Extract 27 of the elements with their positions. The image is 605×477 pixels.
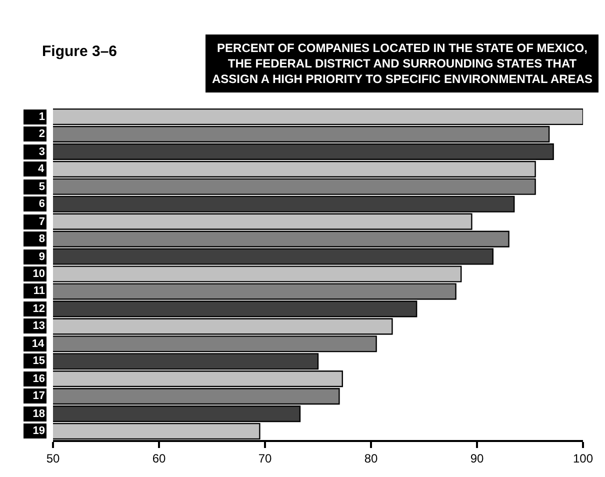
x-tick-label: 50 bbox=[46, 451, 60, 466]
y-tick-label: 2 bbox=[38, 128, 45, 140]
y-tick-label: 14 bbox=[32, 338, 45, 350]
y-tick-label: 1 bbox=[38, 111, 45, 123]
x-tick-label: 90 bbox=[470, 451, 484, 466]
x-tick-label: 70 bbox=[258, 451, 272, 466]
y-tick-label: 17 bbox=[32, 390, 45, 402]
caption: Figure 3–6 bbox=[42, 43, 118, 60]
y-tick-label: 12 bbox=[32, 303, 45, 315]
x-tick-label: 100 bbox=[572, 451, 594, 466]
y-tick-label: 19 bbox=[32, 425, 45, 437]
y-tick-label: 15 bbox=[32, 355, 45, 367]
y-tick-label: 5 bbox=[38, 181, 45, 193]
y-tick-label: 3 bbox=[38, 146, 45, 158]
x-tick-label: 80 bbox=[364, 451, 378, 466]
y-tick-label: 13 bbox=[32, 320, 45, 332]
y-tick-label: 10 bbox=[32, 268, 45, 280]
y-tick-label: 9 bbox=[38, 251, 45, 263]
x-tick-label: 60 bbox=[152, 451, 166, 466]
y-tick-label: 16 bbox=[32, 373, 45, 385]
y-tick-label: 7 bbox=[38, 216, 45, 228]
chart-title: PERCENT OF COMPANIES LOCATED IN THE STATE OF MEXICO, THE FEDERAL DISTRICT AND SURROUNDING STATES THAT ASSIGN A HIGH PRIORITY TO SPECIFIC ENVIRONMENTAL AREAS bbox=[212, 41, 592, 86]
y-tick-label: 11 bbox=[33, 285, 45, 297]
y-tick-label: 4 bbox=[38, 163, 45, 175]
y-tick-label: 18 bbox=[32, 408, 45, 420]
y-tick-label: 8 bbox=[38, 233, 45, 245]
y-tick-label: 6 bbox=[38, 198, 45, 210]
